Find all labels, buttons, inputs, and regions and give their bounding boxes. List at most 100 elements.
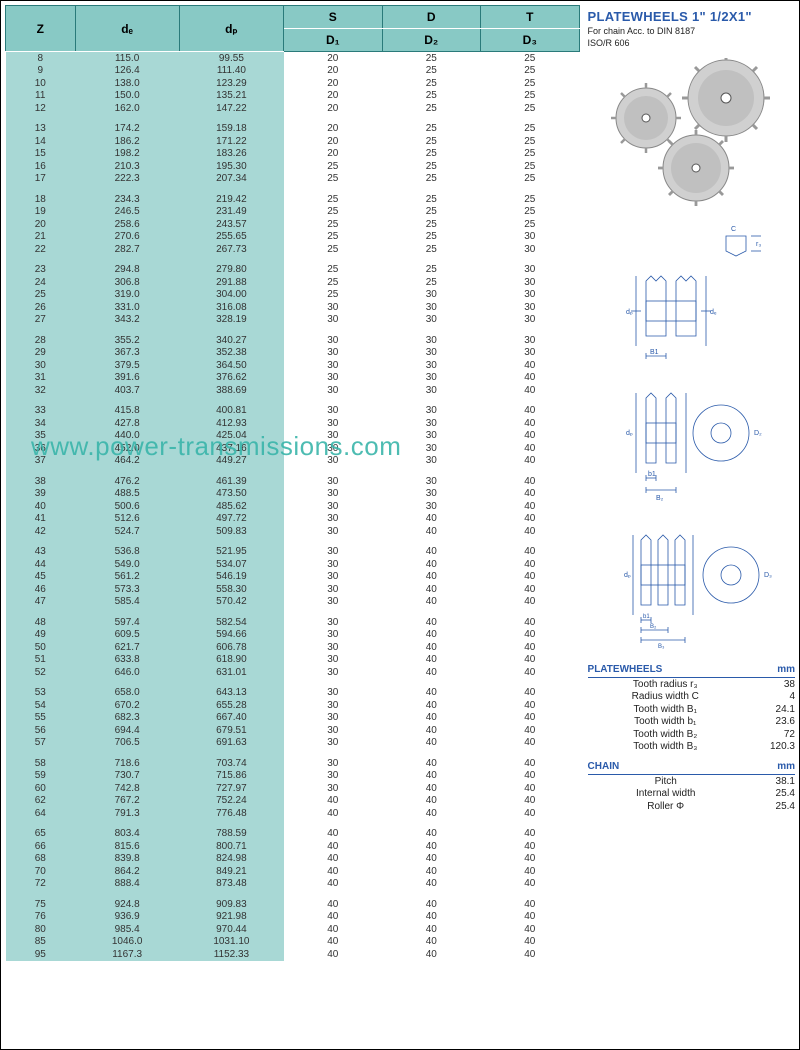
cell: 33 [6,405,76,418]
svg-text:B₃: B₃ [658,644,665,650]
cell: 30 [481,243,580,256]
table-row: 43536.8521.95304040 [6,546,580,559]
cell: 25 [284,264,382,277]
cell: 40 [284,911,382,924]
cell: 282.7 [75,243,179,256]
cell: 20 [284,102,382,115]
cell: 30 [284,430,382,443]
cell: 388.69 [179,384,283,397]
cell: 40 [481,923,580,936]
cell: 40 [382,757,480,770]
cell: 30 [382,405,480,418]
cell: 40 [382,571,480,584]
cell: 20 [284,52,382,65]
cell: 40 [284,898,382,911]
cell: 1167.3 [75,948,179,961]
table-row: 45561.2546.19304040 [6,571,580,584]
cell: 25 [284,160,382,173]
cell: 30 [284,334,382,347]
cell: 425.04 [179,430,283,443]
cell: 40 [382,616,480,629]
cell: 46 [6,583,76,596]
cell: 30 [284,359,382,372]
cell: 909.83 [179,898,283,911]
cell: 40 [382,513,480,526]
cell: 985.4 [75,923,179,936]
cell: 34 [6,417,76,430]
table-row: 32403.7388.69303040 [6,384,580,397]
cell: 633.8 [75,654,179,667]
header-s: S [284,6,382,29]
cell: 25 [481,206,580,219]
cell: 30 [382,488,480,501]
cell: 48 [6,616,76,629]
cell: 25 [284,231,382,244]
cell: 231.49 [179,206,283,219]
cell: 803.4 [75,828,179,841]
table-row: 42524.7509.83304040 [6,525,580,538]
sprocket-image [588,58,795,211]
cell: 40 [382,687,480,700]
cell: 558.30 [179,583,283,596]
cell: 40 [481,687,580,700]
table-row: 20258.6243.57252525 [6,218,580,231]
cell: 66 [6,840,76,853]
spec-value: 4 [743,691,795,704]
cell: 40 [481,770,580,783]
cell: 30 [481,301,580,314]
cell: 40 [481,442,580,455]
table-row: 76936.9921.98404040 [6,911,580,924]
cell: 15 [6,148,76,161]
cell: 51 [6,654,76,667]
cell: 40 [481,865,580,878]
cell: 536.8 [75,546,179,559]
cell: 20 [6,218,76,231]
svg-text:b1: b1 [648,471,656,478]
cell: 40 [481,666,580,679]
cell: 30 [284,757,382,770]
cell: 50 [6,641,76,654]
table-row: 46573.3558.30304040 [6,583,580,596]
subtitle-2: ISO/R 606 [588,38,795,48]
cell: 37 [6,455,76,468]
cell: 85 [6,936,76,949]
cell: 573.3 [75,583,179,596]
cell: 258.6 [75,218,179,231]
table-row: 18234.3219.42252525 [6,193,580,206]
cell: 23 [6,264,76,277]
table-row: 11150.0135.21202525 [6,90,580,103]
svg-text:dₚ: dₚ [626,430,633,437]
cell: 524.7 [75,525,179,538]
cell: 788.59 [179,828,283,841]
cell: 42 [6,525,76,538]
cell: 1046.0 [75,936,179,949]
cell: 706.5 [75,737,179,750]
table-row: 65803.4788.59404040 [6,828,580,841]
table-row: 27343.2328.19303030 [6,314,580,327]
spec-label: Internal width [588,788,744,801]
cell: 924.8 [75,898,179,911]
cell: 512.6 [75,513,179,526]
cell: 60 [6,782,76,795]
cell: 30 [382,417,480,430]
cell: 30 [284,737,382,750]
cell: 135.21 [179,90,283,103]
table-row: 24306.8291.88252530 [6,276,580,289]
cell: 791.3 [75,807,179,820]
table-row: 10138.0123.29202525 [6,77,580,90]
main-data-table: Z dₑ dₚ S D T D₁ D₂ D₃ 8115.099.55202525… [5,5,580,961]
cell: 30 [382,500,480,513]
cell: 59 [6,770,76,783]
table-row: 49609.5594.66304040 [6,629,580,642]
cell: 35 [6,430,76,443]
cell: 19 [6,206,76,219]
cell: 25 [382,135,480,148]
header-de: dₑ [75,6,179,52]
cell: 30 [382,334,480,347]
cell: 658.0 [75,687,179,700]
table-row: 56694.4679.51304040 [6,724,580,737]
cell: 618.90 [179,654,283,667]
cell: 594.66 [179,629,283,642]
cell: 40 [481,782,580,795]
cell: 437.16 [179,442,283,455]
